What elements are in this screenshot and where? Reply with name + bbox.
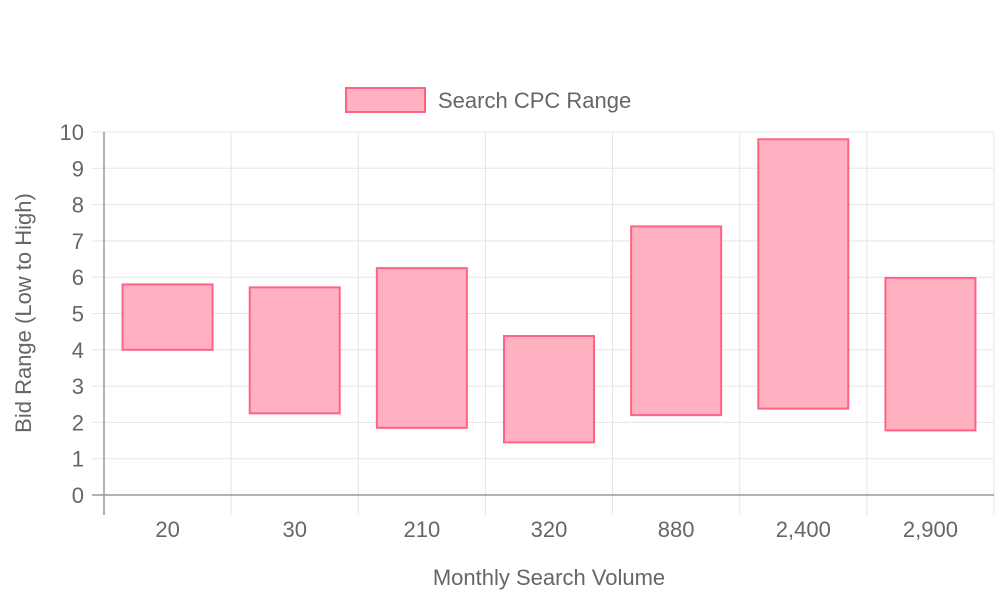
- y-tick-label: 8: [72, 193, 84, 218]
- y-tick-label: 6: [72, 265, 84, 290]
- range-bar[interactable]: [375, 267, 468, 429]
- x-axis-title: Monthly Search Volume: [433, 565, 665, 590]
- y-tick-label: 3: [72, 374, 84, 399]
- range-bar[interactable]: [630, 225, 723, 417]
- axes: [92, 132, 994, 515]
- x-tick-label: 2,400: [776, 517, 831, 542]
- range-bar[interactable]: [884, 276, 977, 432]
- range-bar[interactable]: [757, 138, 850, 410]
- y-tick-label: 2: [72, 410, 84, 435]
- x-tick-label: 210: [403, 517, 440, 542]
- legend-swatch: [345, 87, 426, 113]
- y-tick-labels: 0 1 2 3 4 5 6 7 8 9 10: [60, 120, 84, 508]
- x-tick-label: 320: [531, 517, 568, 542]
- y-tick-label: 9: [72, 156, 84, 181]
- range-bar[interactable]: [121, 283, 214, 351]
- x-tick-labels: 20 30 210 320 880 2,400 2,900: [155, 517, 958, 542]
- legend-label: Search CPC Range: [438, 88, 631, 113]
- y-tick-label: 5: [72, 302, 84, 327]
- x-tick-label: 880: [658, 517, 695, 542]
- bars: [121, 138, 977, 444]
- range-bar[interactable]: [503, 335, 595, 444]
- x-tick-label: 20: [155, 517, 179, 542]
- y-tick-label: 7: [72, 229, 84, 254]
- x-tick-label: 2,900: [903, 517, 958, 542]
- y-tick-label: 4: [72, 338, 84, 363]
- y-tick-label: 10: [60, 120, 84, 145]
- x-tick-label: 30: [282, 517, 306, 542]
- y-tick-label: 0: [72, 483, 84, 508]
- range-bar[interactable]: [248, 286, 341, 415]
- legend[interactable]: Search CPC Range: [345, 87, 631, 113]
- y-axis-title: Bid Range (Low to High): [11, 193, 36, 433]
- grid-lines: [92, 131, 995, 515]
- y-tick-label: 1: [72, 447, 84, 472]
